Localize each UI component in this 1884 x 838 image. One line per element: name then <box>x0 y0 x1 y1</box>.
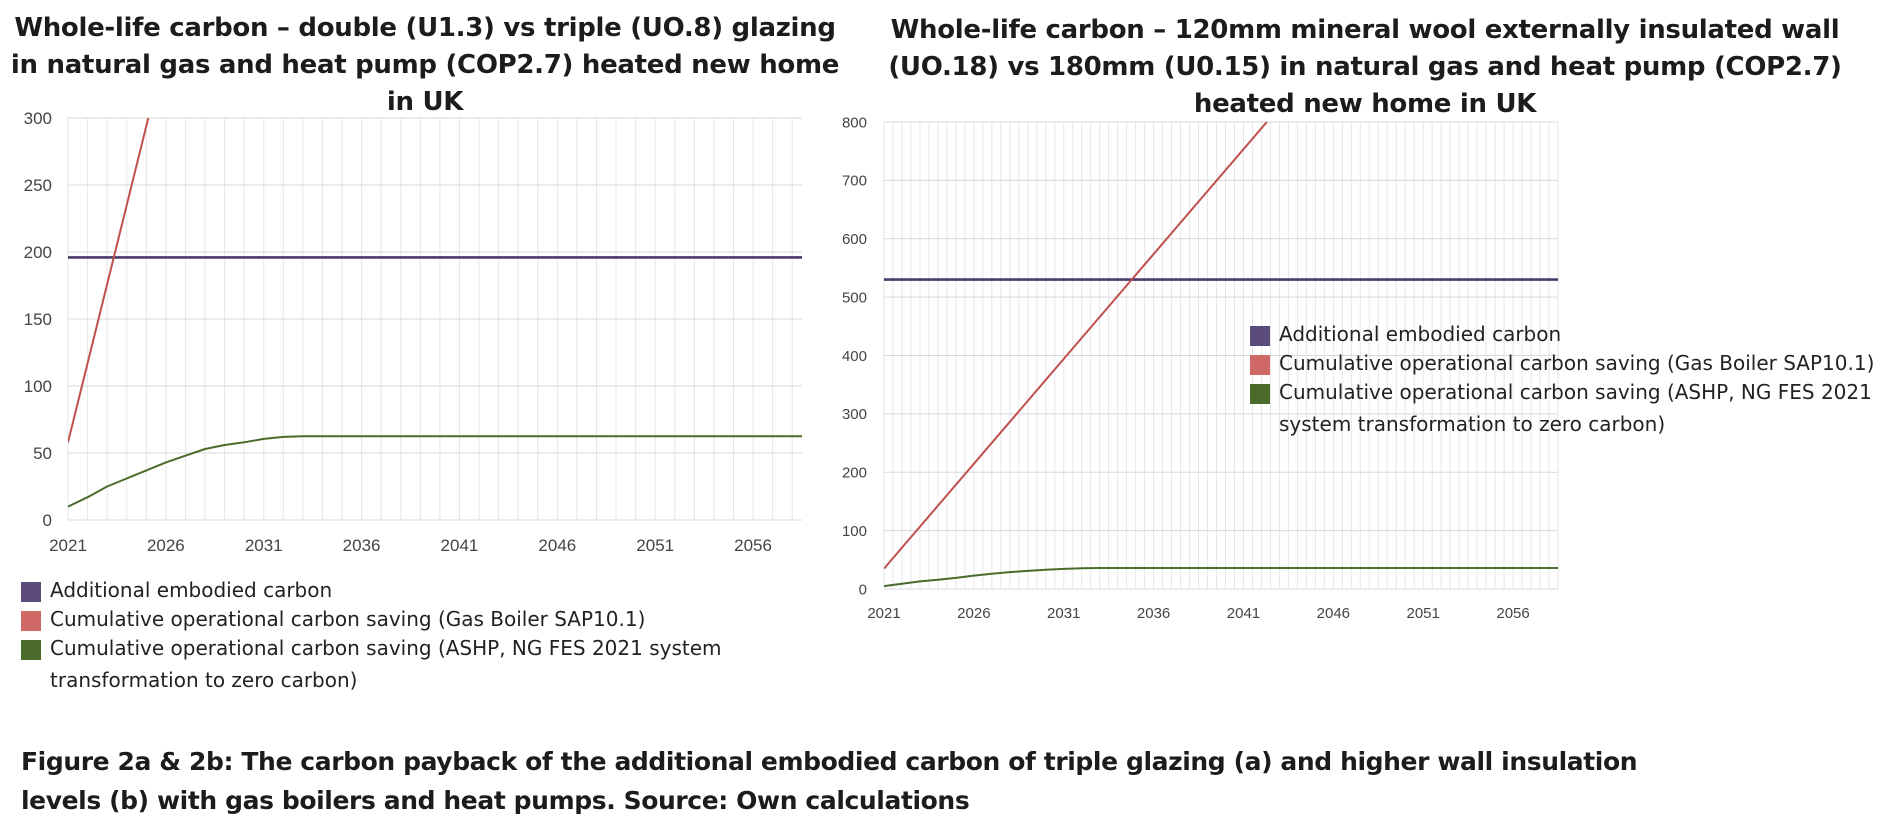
x-tick-label: 2056 <box>734 536 772 555</box>
x-tick-label: 2036 <box>1137 605 1170 622</box>
x-tick-label: 2021 <box>867 605 900 622</box>
legend-label: Cumulative operational carbon saving (Ga… <box>1279 351 1875 375</box>
legend-swatch-gas-boiler <box>1250 355 1270 375</box>
legend-item-embodied: Additional embodied carbon <box>1250 322 1880 350</box>
series-line-ashp <box>68 435 802 508</box>
y-tick-label: 500 <box>842 289 867 306</box>
x-tick-label: 2036 <box>343 536 381 555</box>
legend-label: Cumulative operational carbon saving (AS… <box>50 636 722 692</box>
figure-caption: Figure 2a & 2b: The carbon payback of th… <box>21 747 1638 815</box>
y-tick-label: 300 <box>842 406 867 423</box>
series-line-ashp <box>884 567 1558 588</box>
legend-swatch-gas-boiler <box>21 611 41 631</box>
x-tick-label: 2046 <box>538 536 576 555</box>
chart-a-legend: Additional embodied carbon Cumulative op… <box>21 578 741 697</box>
y-tick-label: 50 <box>33 444 52 463</box>
chart-a-title: Whole-life carbon – double (U1.3) vs tri… <box>10 13 840 117</box>
x-tick-label: 2031 <box>1047 605 1080 622</box>
x-tick-label: 2026 <box>147 536 185 555</box>
y-tick-label: 150 <box>24 310 52 329</box>
chart-a-plot: 0 50 100 150 200 250 300 2021 2026 2031 2036 2041 20… <box>24 109 802 555</box>
y-tick-label: 100 <box>24 377 52 396</box>
legend-item-ashp: Cumulative operational carbon saving (AS… <box>1250 380 1880 440</box>
chart-b-legend: Additional embodied carbon Cumulative op… <box>1250 322 1880 441</box>
y-tick-label: 700 <box>842 173 867 190</box>
legend-label: Cumulative operational carbon saving (Ga… <box>50 607 646 631</box>
y-tick-label: 800 <box>842 114 867 131</box>
y-tick-label: 0 <box>43 511 52 530</box>
legend-item-gas-boiler: Cumulative operational carbon saving (Ga… <box>1250 351 1880 379</box>
x-tick-label: 2041 <box>441 536 479 555</box>
legend-item-embodied: Additional embodied carbon <box>21 578 741 606</box>
legend-item-ashp: Cumulative operational carbon saving (AS… <box>21 636 741 696</box>
x-tick-label: 2051 <box>636 536 674 555</box>
x-tick-label: 2031 <box>245 536 283 555</box>
legend-swatch-ashp <box>21 640 41 660</box>
legend-label: Additional embodied carbon <box>1279 322 1562 346</box>
legend-item-gas-boiler: Cumulative operational carbon saving (Ga… <box>21 607 741 635</box>
y-tick-label: 250 <box>24 176 52 195</box>
y-tick-label: 300 <box>24 109 52 128</box>
legend-swatch-embodied <box>21 582 41 602</box>
y-tick-label: 100 <box>842 523 867 540</box>
y-tick-label: 200 <box>842 465 867 482</box>
series-line-gas-boiler <box>68 117 150 443</box>
y-tick-label: 400 <box>842 348 867 365</box>
legend-swatch-ashp <box>1250 384 1270 404</box>
legend-label: Cumulative operational carbon saving (AS… <box>1279 380 1872 436</box>
x-tick-label: 2041 <box>1227 605 1260 622</box>
x-tick-label: 2046 <box>1317 605 1350 622</box>
x-tick-label: 2021 <box>49 536 87 555</box>
series-line-gas-boiler <box>884 121 1268 570</box>
x-tick-label: 2051 <box>1407 605 1440 622</box>
x-tick-label: 2056 <box>1496 605 1529 622</box>
x-tick-label: 2026 <box>957 605 990 622</box>
legend-label: Additional embodied carbon <box>50 578 333 602</box>
chart-b-title: Whole-life carbon – 120mm mineral wool e… <box>888 15 1842 119</box>
legend-swatch-embodied <box>1250 326 1270 346</box>
y-tick-label: 600 <box>842 231 867 248</box>
y-tick-label: 0 <box>859 581 867 598</box>
chart-b-plot: 0 100 200 300 400 500 600 700 800 2021 2026 2031 203… <box>842 114 1559 622</box>
y-tick-label: 200 <box>24 243 52 262</box>
charts-canvas: 0 50 100 150 200 250 300 2021 2026 2031 2036 2041 20… <box>24 109 1559 622</box>
